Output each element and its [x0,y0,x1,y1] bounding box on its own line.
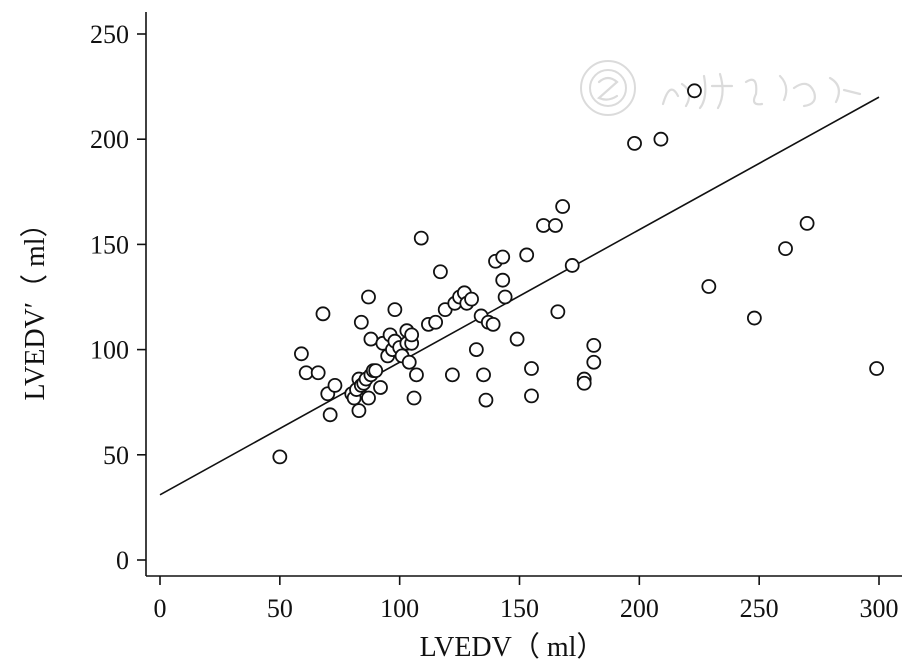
data-point [361,289,376,305]
data-point [315,306,331,322]
data-point [387,302,403,318]
data-point [468,342,484,358]
y-tick-label: 150 [90,230,129,259]
data-point [413,230,429,246]
data-point [433,264,448,280]
y-tick-label: 100 [90,336,129,365]
data-point [363,331,379,347]
data-point [428,314,444,330]
data-point [524,361,539,376]
data-point [478,392,494,408]
data-point [404,327,420,343]
data-point [495,249,511,265]
data-point [524,388,539,404]
regression-line [159,96,880,496]
data-point [373,380,388,395]
data-point [353,314,369,330]
data-point [368,363,384,379]
data-point [627,136,642,151]
data-points [272,83,885,465]
data-point [701,279,717,294]
x-tick-label: 100 [380,594,419,623]
y-axis-title: LVEDV′（ ml） [19,210,51,401]
x-tick-label: 150 [500,594,539,623]
data-point [555,199,571,214]
data-point [550,304,566,320]
data-point [361,390,376,406]
y-axis-ticks: 0 50 100 150 200 250 [90,20,146,575]
data-point [536,218,551,233]
data-point [746,310,762,326]
data-point [564,258,580,273]
data-point [497,289,513,305]
y-tick-label: 200 [90,125,129,154]
data-point [444,367,460,383]
data-point [869,361,885,376]
data-point [298,365,314,381]
data-point [476,367,491,383]
data-point [519,247,535,263]
data-point [509,331,525,347]
x-tick-label: 300 [860,594,899,623]
y-tick-label: 50 [103,441,129,470]
data-point [409,367,424,383]
x-tick-label: 250 [740,594,779,623]
data-point [310,365,326,381]
data-point [778,241,793,257]
data-point [799,215,815,231]
y-tick-label: 250 [90,20,129,49]
x-axis-ticks: 0 50 100 150 200 250 300 [154,576,899,623]
data-point [653,131,669,147]
data-point [495,272,511,288]
data-point [576,375,592,391]
data-point [586,354,602,370]
x-tick-label: 50 [267,594,293,623]
data-point [485,316,501,332]
x-tick-label: 200 [620,594,659,623]
data-point [272,449,288,465]
data-point [327,377,343,393]
data-point [406,390,422,406]
data-point [401,354,417,370]
data-point [687,83,702,99]
y-tick-label: 0 [116,546,129,575]
watermark-logo [580,60,862,116]
data-point [548,218,563,233]
x-tick-label: 0 [154,594,167,623]
data-point [586,337,602,353]
data-point [464,291,479,307]
data-point [351,403,367,419]
data-point [322,407,338,423]
x-axis-title: LVEDV（ ml） [420,631,605,663]
data-point [294,346,309,362]
